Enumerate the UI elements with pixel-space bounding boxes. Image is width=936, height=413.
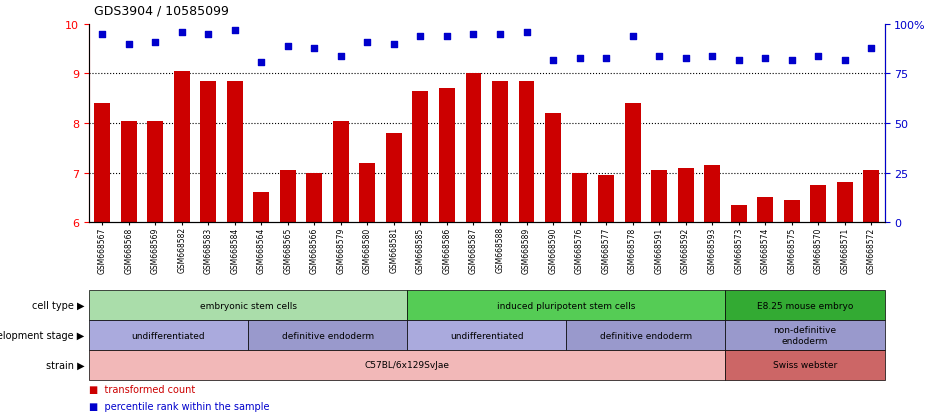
Point xyxy=(625,33,640,40)
Bar xyxy=(413,92,429,223)
Text: ■  transformed count: ■ transformed count xyxy=(89,384,196,394)
Text: undifferentiated: undifferentiated xyxy=(132,331,205,340)
Point xyxy=(201,31,216,38)
Text: cell type ▶: cell type ▶ xyxy=(32,301,84,311)
Bar xyxy=(545,114,561,223)
Text: E8.25 mouse embryo: E8.25 mouse embryo xyxy=(757,301,853,310)
Point xyxy=(360,39,375,46)
Bar xyxy=(386,133,402,223)
Bar xyxy=(811,185,826,223)
Point xyxy=(148,39,163,46)
Bar xyxy=(227,82,242,223)
Point xyxy=(811,53,826,60)
Point xyxy=(519,29,534,36)
Point xyxy=(387,41,402,48)
Bar xyxy=(200,82,216,223)
Bar xyxy=(678,168,694,223)
Point xyxy=(122,41,137,48)
Text: definitive endoderm: definitive endoderm xyxy=(282,331,373,340)
Bar xyxy=(174,72,190,223)
Bar xyxy=(359,163,375,223)
Text: GDS3904 / 10585099: GDS3904 / 10585099 xyxy=(94,4,228,17)
Bar xyxy=(519,82,534,223)
Bar xyxy=(439,89,455,223)
Point xyxy=(254,59,269,66)
Text: induced pluripotent stem cells: induced pluripotent stem cells xyxy=(497,301,636,310)
Bar xyxy=(704,166,720,223)
Point xyxy=(679,55,694,62)
Bar xyxy=(731,205,747,223)
Text: embryonic stem cells: embryonic stem cells xyxy=(199,301,297,310)
Bar xyxy=(147,121,163,223)
Point xyxy=(281,43,296,50)
Bar xyxy=(492,82,508,223)
Point xyxy=(227,27,242,34)
Point xyxy=(864,45,879,52)
Point xyxy=(599,55,614,62)
Bar xyxy=(783,200,799,223)
Bar xyxy=(121,121,137,223)
Bar xyxy=(333,121,349,223)
Point xyxy=(838,57,853,64)
Point xyxy=(440,33,455,40)
Text: ■  percentile rank within the sample: ■ percentile rank within the sample xyxy=(89,401,270,411)
Point xyxy=(413,33,428,40)
Bar xyxy=(254,193,270,223)
Point xyxy=(307,45,322,52)
Text: development stage ▶: development stage ▶ xyxy=(0,330,84,340)
Bar xyxy=(465,74,481,223)
Point xyxy=(333,53,348,60)
Point xyxy=(758,55,773,62)
Point xyxy=(784,57,799,64)
Point xyxy=(651,53,666,60)
Bar xyxy=(280,171,296,223)
Bar xyxy=(757,198,773,223)
Text: non-definitive
endoderm: non-definitive endoderm xyxy=(773,326,837,345)
Bar xyxy=(95,104,110,223)
Point xyxy=(95,31,110,38)
Bar xyxy=(572,173,588,223)
Point xyxy=(492,31,507,38)
Bar xyxy=(598,176,614,223)
Bar xyxy=(651,171,667,223)
Bar xyxy=(306,173,322,223)
Bar xyxy=(863,171,879,223)
Point xyxy=(546,57,561,64)
Point xyxy=(174,29,189,36)
Point xyxy=(731,57,746,64)
Bar xyxy=(624,104,640,223)
Text: definitive endoderm: definitive endoderm xyxy=(600,331,692,340)
Point xyxy=(466,31,481,38)
Point xyxy=(572,55,587,62)
Text: C57BL/6x129SvJae: C57BL/6x129SvJae xyxy=(365,361,449,370)
Point xyxy=(705,53,720,60)
Text: undifferentiated: undifferentiated xyxy=(450,331,523,340)
Text: strain ▶: strain ▶ xyxy=(46,360,84,370)
Text: Swiss webster: Swiss webster xyxy=(773,361,837,370)
Bar xyxy=(837,183,853,223)
